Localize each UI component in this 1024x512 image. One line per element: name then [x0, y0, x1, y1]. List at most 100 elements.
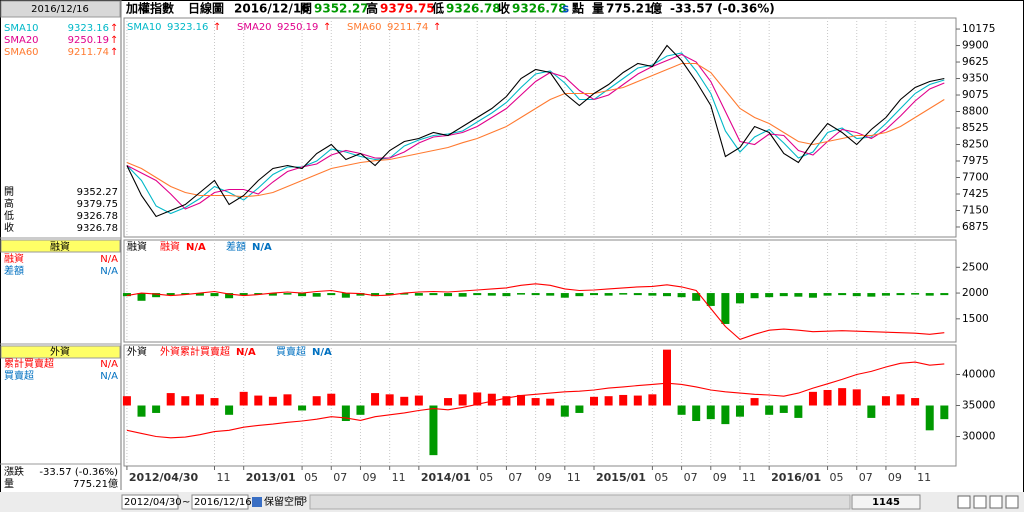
scrollbar[interactable] — [309, 494, 851, 510]
price-line — [126, 44, 945, 218]
y-tick-label: 35000 — [962, 400, 995, 412]
nav-button[interactable] — [1005, 495, 1019, 509]
side-series-reading: N/A — [100, 254, 118, 265]
bar — [371, 393, 380, 406]
y-tick-label: 9900 — [962, 40, 989, 52]
bar — [721, 405, 730, 425]
bar — [239, 293, 248, 296]
x-tick-label: 05 — [479, 471, 493, 484]
side-volume-label: 量 — [4, 478, 14, 490]
bar — [517, 293, 526, 295]
side-quote-value: 9379.75 — [77, 199, 118, 210]
y-tick-label: 10175 — [962, 23, 995, 35]
zoom-in-button[interactable] — [973, 495, 987, 509]
side-quote-value: 9352.27 — [77, 187, 118, 198]
y-tick-label: 6875 — [962, 221, 989, 233]
legend-reading: N/A — [312, 347, 332, 358]
date: 2016/12/16 — [234, 2, 310, 16]
bar — [765, 405, 774, 415]
bar — [662, 349, 671, 406]
x-tick-label: 07 — [684, 471, 698, 484]
bar — [794, 293, 803, 297]
x-tick-label: 09 — [888, 471, 902, 484]
bar — [283, 394, 292, 406]
bar — [458, 394, 467, 406]
bar — [487, 293, 496, 296]
side-sma-name: SMA60 — [4, 47, 39, 58]
reserve-icon[interactable] — [252, 497, 262, 507]
legend-trend: ↑ — [433, 22, 441, 33]
bar-count: 1145 — [872, 497, 900, 508]
bar — [619, 394, 628, 406]
side-quote-label: 高 — [4, 197, 14, 210]
zoom-out-button[interactable] — [957, 495, 971, 509]
volume-value: 775.21 — [606, 2, 652, 16]
bar — [444, 293, 453, 297]
bar — [400, 293, 409, 295]
bar — [385, 394, 394, 406]
x-tick-label: 09 — [362, 471, 376, 484]
bar — [225, 405, 234, 415]
y-tick-label: 7425 — [962, 188, 989, 200]
legend-reading: N/A — [236, 347, 256, 358]
bar — [166, 393, 175, 406]
side-sma-name: SMA20 — [4, 35, 39, 46]
x-tick-label: 2012/04/30 — [129, 471, 199, 484]
nav-button[interactable] — [989, 495, 1003, 509]
y-tick-label: 2000 — [962, 287, 989, 299]
scroll-thumb[interactable] — [851, 494, 921, 510]
side-change: -33.57 (-0.36%) — [39, 467, 118, 478]
side-date: 2016/12/16 — [31, 4, 89, 15]
series-line — [126, 361, 945, 439]
period: 日線圖 — [188, 1, 224, 16]
bar — [195, 293, 204, 296]
side-quote-value: 9326.78 — [77, 211, 118, 222]
bar — [356, 293, 365, 296]
y-tick-label: 8250 — [962, 139, 989, 151]
bar — [575, 405, 584, 413]
legend-reading: N/A — [252, 242, 272, 253]
bar — [473, 392, 482, 406]
end-date: 2016/12/16 — [194, 497, 252, 508]
side-sma-trend: ↑ — [110, 35, 118, 46]
side-sma-trend: ↑ — [110, 23, 118, 34]
bar — [385, 293, 394, 296]
bar — [312, 293, 321, 297]
bar — [152, 293, 161, 298]
x-tick-label: 09 — [713, 471, 727, 484]
bar — [604, 396, 613, 406]
plot-area — [123, 344, 957, 467]
bar — [838, 293, 847, 296]
quote-label: 低 — [431, 1, 444, 16]
bar — [925, 405, 934, 431]
bar — [692, 405, 701, 422]
y-tick-label: 8800 — [962, 106, 989, 118]
bar — [677, 405, 686, 415]
bar — [735, 293, 744, 304]
y-tick-label: 40000 — [962, 368, 995, 380]
bar — [327, 393, 336, 406]
y-tick-label: 1500 — [962, 313, 989, 325]
start-input[interactable] — [121, 494, 179, 510]
bar — [531, 293, 540, 296]
range-sep: ~ — [182, 497, 190, 508]
x-tick-label: 09 — [538, 471, 552, 484]
bar — [517, 394, 526, 406]
bar — [765, 293, 774, 298]
bar — [735, 405, 744, 417]
sma-line — [126, 53, 945, 210]
x-tick-label: 11 — [392, 471, 406, 484]
bar — [429, 293, 438, 296]
bar — [896, 293, 905, 296]
bar — [298, 405, 307, 411]
flag: s — [562, 2, 569, 16]
side-series-reading: N/A — [100, 359, 118, 370]
bar — [692, 293, 701, 301]
bar — [225, 293, 234, 299]
x-tick-label: 11 — [917, 471, 931, 484]
bar — [546, 398, 555, 406]
bar — [546, 293, 555, 296]
unit: 點 — [572, 1, 584, 16]
end-input[interactable] — [191, 494, 249, 510]
